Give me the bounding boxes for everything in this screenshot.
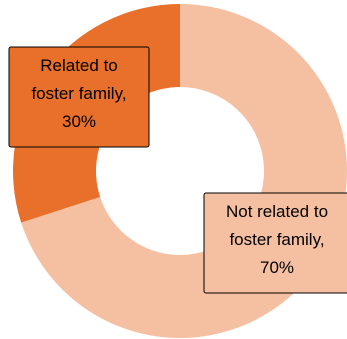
slice-label-box-1 (8, 46, 150, 148)
slice-label-line: foster family, (229, 230, 324, 249)
slice-label-box-0 (203, 192, 347, 294)
slice-label-line: 30% (62, 112, 96, 131)
slice-label-line: Related to (40, 56, 118, 75)
slice-label-0: Not related to foster family, 70% (203, 192, 347, 294)
labels-layer: Not related to foster family, 70% Related t… (8, 46, 347, 294)
slice-label-line: Not related to (226, 202, 328, 221)
slice-label-line: foster family, (31, 84, 126, 103)
slice-label-1: Related to foster family, 30% (8, 46, 150, 148)
slice-label-line: 70% (260, 258, 294, 277)
